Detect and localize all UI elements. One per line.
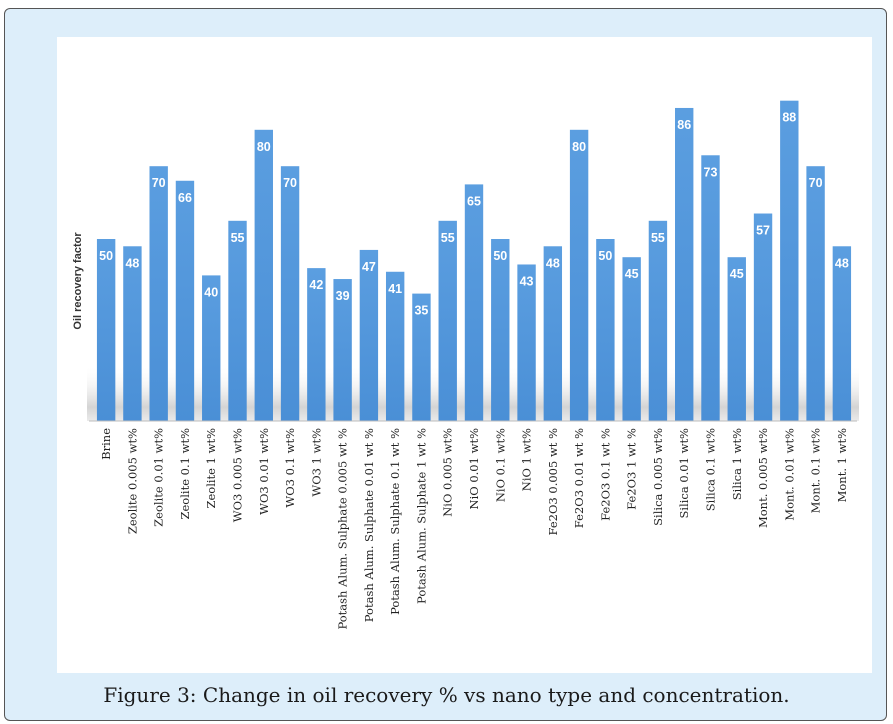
x-tick-label: WO3 0.01 wt% xyxy=(257,428,271,515)
bar-value-label: 50 xyxy=(99,249,113,263)
bar-value-label: 47 xyxy=(362,260,376,274)
bar xyxy=(648,220,668,421)
bar xyxy=(438,220,457,421)
figure-frame: Oil recovery factor 50 Brine 48 Zeolite 0.00… xyxy=(4,8,887,721)
x-tick-label: Potash Alum. Sulphate 0.005 wt % xyxy=(336,428,350,630)
x-tick-label: Fe2O3 0.005 wt % xyxy=(546,428,560,536)
x-tick-label: Potash Alum. Sulphate 0.01 wt % xyxy=(362,428,376,622)
bar-value-label: 45 xyxy=(730,267,744,281)
bar xyxy=(307,268,326,421)
bar-value-label: 80 xyxy=(257,140,271,154)
bar xyxy=(280,166,300,421)
bar xyxy=(96,239,116,421)
bar-value-label: 57 xyxy=(756,224,770,238)
x-tick-label: NiO 0.005 wt% xyxy=(441,428,455,517)
x-tick-label: WO3 0.005 wt% xyxy=(231,428,245,522)
x-tick-label: Fe2O3 0.1 wt % xyxy=(598,428,612,521)
bar-value-label: 48 xyxy=(546,256,560,270)
bar xyxy=(123,246,142,421)
bar xyxy=(675,107,694,422)
bar xyxy=(175,180,195,421)
bar xyxy=(228,220,247,421)
bar-value-label: 48 xyxy=(125,256,139,270)
bar-value-label: 86 xyxy=(677,118,691,132)
x-tick-label: Silica 0.005 wt% xyxy=(651,428,665,526)
x-tick-label: Fe2O3 1 wt % xyxy=(625,428,639,510)
x-tick-label: NiO 1 wt% xyxy=(520,428,534,491)
bar-value-label: 50 xyxy=(493,249,507,263)
bar xyxy=(149,166,168,421)
bar xyxy=(517,264,536,421)
bar-value-label: 70 xyxy=(283,176,297,190)
x-tick-label: NiO 0.01 wt% xyxy=(467,428,481,510)
x-tick-label: Potash Alum. Sulphate 1 wt % xyxy=(414,428,428,604)
bar-value-label: 40 xyxy=(204,285,218,299)
bar-value-label: 39 xyxy=(336,289,350,303)
bar-value-label: 55 xyxy=(441,231,455,245)
x-tick-label: Potash Alum. Sulphate 0.1 wt % xyxy=(388,428,402,615)
x-tick-label: Zeolite 1 wt% xyxy=(204,428,218,509)
figure-caption: Figure 3: Change in oil recovery % vs na… xyxy=(103,683,790,707)
x-tick-label: Silica 0.1 wt% xyxy=(703,428,717,511)
bar xyxy=(596,239,615,421)
bar xyxy=(254,129,273,422)
bar-value-label: 80 xyxy=(572,140,586,154)
bar-value-label: 70 xyxy=(809,176,823,190)
bar xyxy=(806,166,825,421)
bar-value-label: 42 xyxy=(309,278,323,292)
bar xyxy=(464,184,484,421)
x-tick-label: Zeolite 0.01 wt% xyxy=(152,428,166,527)
bar xyxy=(202,275,221,421)
bar-value-label: 73 xyxy=(704,165,718,179)
bar-value-label: 43 xyxy=(520,274,534,288)
bar xyxy=(569,129,589,422)
plot-panel: Oil recovery factor 50 Brine 48 Zeolite 0.00… xyxy=(57,37,872,673)
bar xyxy=(832,246,852,421)
bar xyxy=(412,293,431,421)
bar xyxy=(385,271,405,421)
x-tick-label: NiO 0.1 wt% xyxy=(493,428,507,502)
bar-value-label: 66 xyxy=(178,191,192,205)
bar xyxy=(491,239,510,421)
bar-value-label: 41 xyxy=(388,282,402,296)
x-tick-label: Mont. 1 wt% xyxy=(835,428,849,502)
bar xyxy=(727,257,746,421)
x-tick-label: WO3 1 wt% xyxy=(309,428,323,497)
bar xyxy=(780,100,799,422)
bar-value-label: 45 xyxy=(625,267,639,281)
bar-value-label: 50 xyxy=(598,249,612,263)
bar-value-label: 55 xyxy=(651,231,665,245)
bar-chart: Oil recovery factor 50 Brine 48 Zeolite 0.00… xyxy=(72,100,859,630)
x-tick-label: Mont. 0.1 wt% xyxy=(809,428,823,513)
x-tick-label: Zeolite 0.1 wt% xyxy=(178,428,192,520)
bar xyxy=(622,257,641,421)
bar xyxy=(701,155,720,421)
x-tick-label: Silica 0.01 wt% xyxy=(677,428,691,519)
x-tick-label: Mont. 0.01 wt% xyxy=(782,428,796,521)
bar xyxy=(333,279,352,421)
bar xyxy=(543,246,563,421)
bar-value-label: 55 xyxy=(231,231,245,245)
bar xyxy=(359,249,379,421)
y-axis-label: Oil recovery factor xyxy=(72,232,84,330)
x-tick-label: Mont. 0.005 wt% xyxy=(756,428,770,528)
bar-value-label: 48 xyxy=(835,256,849,270)
x-tick-label: Silica 1 wt% xyxy=(730,428,744,500)
bar-value-label: 65 xyxy=(467,194,481,208)
x-tick-label: Zeolite 0.005 wt% xyxy=(125,428,139,534)
bar xyxy=(753,213,773,421)
bar-value-label: 88 xyxy=(782,111,796,125)
bar-value-label: 70 xyxy=(152,176,166,190)
x-tick-label: Brine xyxy=(99,428,113,460)
x-tick-label: WO3 0.1 wt% xyxy=(283,428,297,508)
x-tick-label: Fe2O3 0.01 wt % xyxy=(572,428,586,528)
bar-value-label: 35 xyxy=(414,304,428,318)
